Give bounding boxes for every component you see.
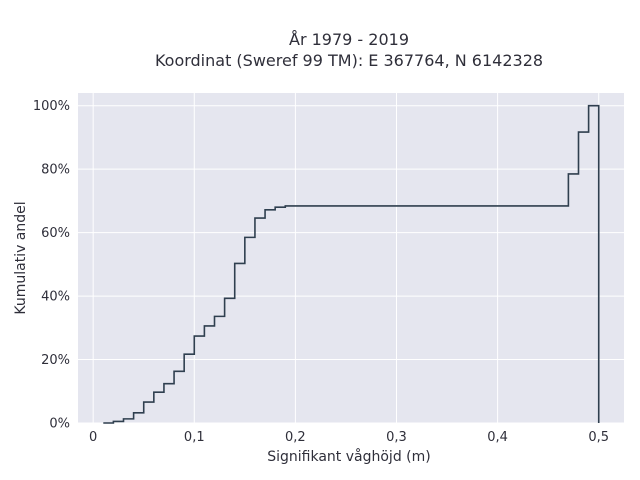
plot-area bbox=[78, 93, 624, 423]
y-axis-label: Kumulativ andel bbox=[13, 201, 29, 314]
x-tick-label: 0,4 bbox=[487, 430, 508, 445]
y-tick-label: 20% bbox=[41, 353, 70, 368]
x-tick-label: 0,3 bbox=[386, 430, 407, 445]
y-tick-label: 100% bbox=[33, 99, 70, 114]
cumulative-step-line bbox=[103, 104, 600, 424]
x-axis-label: Signifikant våghöjd (m) bbox=[267, 448, 430, 465]
chart-title-line2: Koordinat (Sweref 99 TM): E 367764, N 61… bbox=[155, 51, 543, 70]
chart-title-line1: År 1979 - 2019 bbox=[289, 30, 409, 49]
y-tick-label: 0% bbox=[49, 417, 70, 432]
x-tick-label: 0,1 bbox=[184, 430, 205, 445]
y-tick-label: 60% bbox=[41, 226, 70, 241]
x-tick-label: 0 bbox=[89, 430, 97, 445]
x-axis-ticks: 0 0,1 0,2 0,3 0,4 0,5 bbox=[89, 430, 609, 445]
y-tick-label: 40% bbox=[41, 290, 70, 305]
y-tick-label: 80% bbox=[41, 163, 70, 178]
x-tick-label: 0,2 bbox=[285, 430, 306, 445]
y-axis-ticks: 0% 20% 40% 60% 80% 100% bbox=[33, 99, 70, 431]
x-tick-label: 0,5 bbox=[588, 430, 609, 445]
